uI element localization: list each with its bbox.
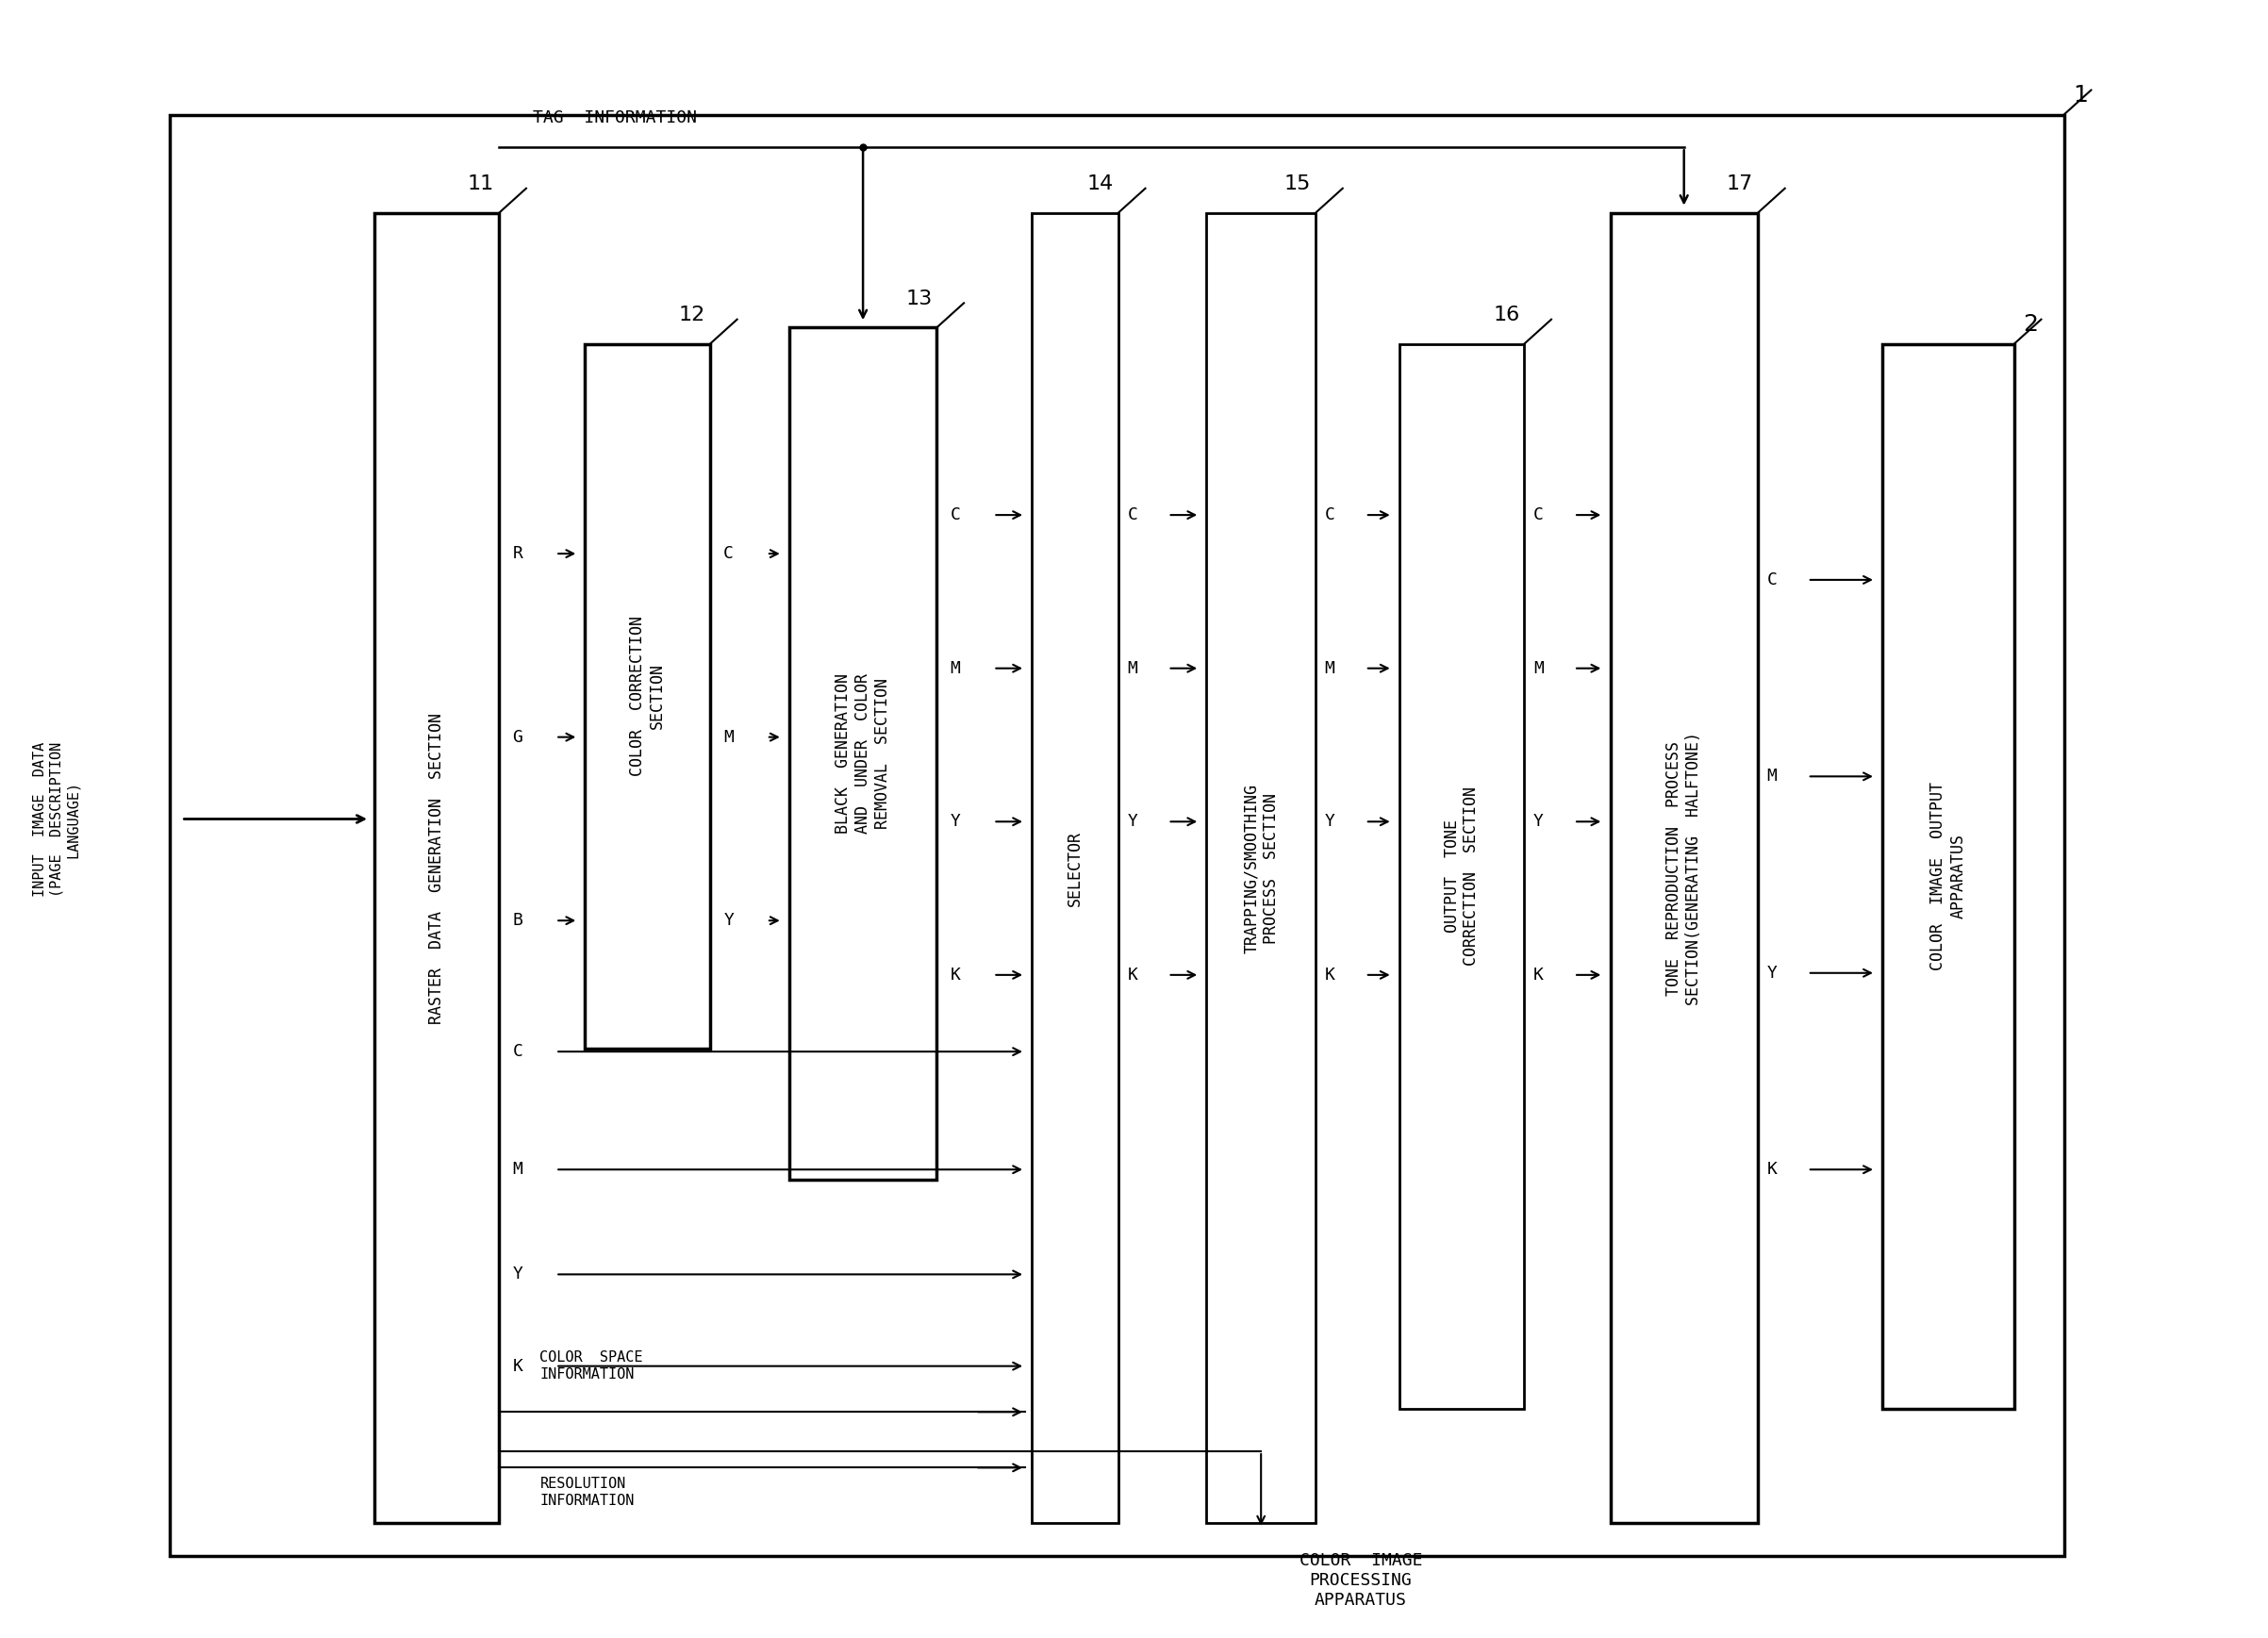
Text: K: K	[513, 1358, 524, 1374]
Text: Y: Y	[1127, 812, 1139, 830]
Text: Y: Y	[1767, 965, 1778, 981]
Text: K: K	[1767, 1161, 1778, 1178]
Text: C: C	[1533, 506, 1545, 524]
Text: 15: 15	[1284, 174, 1311, 193]
Text: C: C	[1767, 572, 1778, 588]
Text: K: K	[1127, 966, 1139, 983]
Text: C: C	[1325, 506, 1336, 524]
Bar	[1207, 213, 1315, 1523]
Text: K: K	[950, 966, 962, 983]
Text: COLOR  IMAGE
PROCESSING
APPARATUS: COLOR IMAGE PROCESSING APPARATUS	[1300, 1553, 1422, 1609]
Text: M: M	[1325, 660, 1336, 676]
Bar	[1399, 344, 1524, 1409]
Text: C: C	[513, 1043, 524, 1060]
Text: RASTER  DATA  GENERATION  SECTION: RASTER DATA GENERATION SECTION	[429, 713, 445, 1024]
Text: BLACK  GENERATION
AND  UNDER  COLOR
REMOVAL  SECTION: BLACK GENERATION AND UNDER COLOR REMOVAL…	[835, 673, 891, 834]
Bar	[789, 328, 937, 1179]
Text: Y: Y	[950, 812, 962, 830]
Text: TAG  INFORMATION: TAG INFORMATION	[533, 110, 696, 126]
Text: M: M	[513, 1161, 524, 1178]
Text: TRAPPING/SMOOTHING
PROCESS  SECTION: TRAPPING/SMOOTHING PROCESS SECTION	[1243, 783, 1279, 953]
Text: Y: Y	[513, 1266, 524, 1283]
Bar	[374, 213, 499, 1523]
Text: COLOR  SPACE
INFORMATION: COLOR SPACE INFORMATION	[540, 1351, 644, 1381]
Bar	[585, 344, 710, 1048]
Text: 17: 17	[1726, 174, 1753, 193]
Text: SELECTOR: SELECTOR	[1066, 830, 1084, 906]
Text: COLOR  IMAGE  OUTPUT
APPARATUS: COLOR IMAGE OUTPUT APPARATUS	[1930, 781, 1966, 971]
Text: M: M	[1767, 768, 1778, 785]
Text: 14: 14	[1086, 174, 1114, 193]
Text: RESOLUTION
INFORMATION: RESOLUTION INFORMATION	[540, 1477, 635, 1507]
Text: B: B	[513, 912, 524, 929]
Bar	[170, 115, 2064, 1556]
Text: Y: Y	[1325, 812, 1336, 830]
Text: 13: 13	[905, 288, 932, 308]
Text: K: K	[1325, 966, 1336, 983]
Text: M: M	[950, 660, 962, 676]
Text: OUTPUT  TONE
CORRECTION  SECTION: OUTPUT TONE CORRECTION SECTION	[1442, 786, 1481, 966]
Text: K: K	[1533, 966, 1545, 983]
Text: M: M	[1127, 660, 1139, 676]
Text: INPUT  IMAGE  DATA
(PAGE  DESCRIPTION
LANGUAGE): INPUT IMAGE DATA (PAGE DESCRIPTION LANGU…	[34, 742, 79, 896]
Bar	[1032, 213, 1118, 1523]
Text: TONE  REPRODUCTION  PROCESS
SECTION(GENERATING  HALFTONE): TONE REPRODUCTION PROCESS SECTION(GENERA…	[1665, 732, 1703, 1004]
Text: 11: 11	[467, 174, 494, 193]
Text: COLOR  CORRECTION
SECTION: COLOR CORRECTION SECTION	[628, 616, 667, 776]
Text: Y: Y	[723, 912, 735, 929]
Text: R: R	[513, 545, 524, 562]
Text: C: C	[1127, 506, 1139, 524]
Text: M: M	[723, 729, 735, 745]
Text: Y: Y	[1533, 812, 1545, 830]
Bar	[1882, 344, 2014, 1409]
Text: G: G	[513, 729, 524, 745]
Text: 12: 12	[678, 305, 705, 324]
Text: 1: 1	[2073, 84, 2089, 106]
Bar	[1610, 213, 1758, 1523]
Text: 2: 2	[2023, 313, 2039, 336]
Text: C: C	[723, 545, 735, 562]
Text: C: C	[950, 506, 962, 524]
Text: 16: 16	[1492, 305, 1520, 324]
Text: M: M	[1533, 660, 1545, 676]
